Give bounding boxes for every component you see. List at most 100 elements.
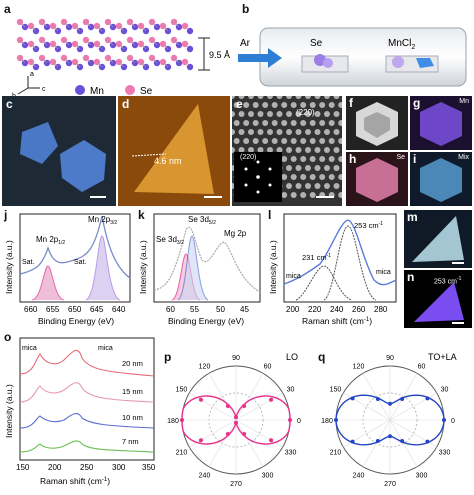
- svg-text:300: 300: [112, 463, 126, 472]
- lattice-spot: [281, 192, 288, 198]
- mn-map-label: Mn: [459, 98, 469, 105]
- o-series-7nm: [19, 440, 155, 453]
- polar-data-point: [425, 439, 430, 444]
- mica-label-l1: mica: [286, 273, 301, 280]
- polar-data-point: [288, 418, 292, 422]
- mn-2p12-label: Mn 2p1/2: [36, 235, 65, 246]
- panel-label-g: g: [413, 96, 421, 110]
- polar-angle-label: 240: [353, 473, 365, 480]
- lattice-spot: [233, 120, 240, 126]
- lattice-spot: [295, 183, 302, 189]
- xps-se-chart: Se 3d3/2 Se 3d5/2 Mg 2p 60 55 50 45 Bind…: [138, 213, 261, 326]
- height-label: 4.6 nm: [154, 156, 182, 166]
- lattice-spot: [324, 96, 330, 99]
- lattice-spot: [319, 102, 326, 108]
- polar-data-point: [242, 432, 247, 437]
- k-data-curve: [153, 226, 261, 293]
- polar-angle-label: 120: [199, 363, 211, 370]
- lattice-spot: [290, 138, 297, 144]
- hrtem-image-e: e (220) (220): [232, 96, 342, 206]
- raman-map-n: n 253 cm-1: [404, 270, 472, 328]
- axis-a-label: a: [30, 71, 34, 78]
- panel-label-h: h: [349, 152, 357, 166]
- lattice-spot: [309, 156, 316, 162]
- lattice-spot: [271, 120, 278, 126]
- lattice-spot: [286, 183, 292, 189]
- panel-label-q: q: [318, 350, 326, 364]
- axis-c-label: c: [42, 86, 46, 93]
- optical-image-m: m: [404, 210, 472, 268]
- se-legend-label: Se: [140, 86, 153, 97]
- lattice-spot: [333, 183, 340, 189]
- lattice-spot: [300, 138, 307, 144]
- o-xlabel: Raman shift (cm-1): [40, 476, 110, 486]
- o-series-20nm: [19, 349, 155, 377]
- raman-map-label: 253 cm-1: [434, 276, 462, 286]
- mn-atom: [186, 45, 194, 53]
- panel-label-k: k: [138, 208, 145, 222]
- svg-text:655: 655: [46, 305, 60, 314]
- polar-data-point: [388, 401, 392, 406]
- panel-label-o: o: [4, 330, 12, 344]
- se-3d32-label: Se 3d3/2: [156, 235, 184, 246]
- polar-angle-label: 60: [264, 363, 272, 370]
- polar-angle-label: 330: [439, 450, 451, 457]
- lattice-spot: [324, 165, 330, 171]
- lattice-spot: [290, 156, 297, 162]
- polar-angle-label: 60: [418, 363, 426, 370]
- lattice-spot: [338, 102, 342, 108]
- lattice-spot: [305, 147, 311, 153]
- lattice-spot: [257, 96, 264, 99]
- lattice-spot: [333, 147, 340, 153]
- eds-map-mix-i: i Mix: [410, 152, 472, 206]
- lattice-spot: [243, 102, 250, 108]
- polar-angle-label: 330: [285, 450, 297, 457]
- svg-text:200: 200: [286, 305, 300, 314]
- mn-atom: [186, 27, 194, 35]
- lattice-spot: [267, 96, 273, 99]
- fft-spot: [256, 160, 260, 164]
- lattice-spot: [233, 138, 240, 144]
- thickness-7nm: 7 nm: [122, 437, 139, 446]
- polar-data-point: [234, 415, 238, 420]
- thickness-20nm: 20 nm: [122, 359, 143, 368]
- polar-data-point: [388, 434, 392, 439]
- p-mode-label: LO: [286, 352, 298, 362]
- polar-angle-label: 210: [330, 450, 342, 457]
- polar-angle-label: 0: [451, 418, 455, 425]
- lattice-spot: [248, 147, 254, 153]
- lattice-spot: [286, 129, 292, 135]
- panel-label-f: f: [349, 96, 353, 110]
- k-ylabel: Intensity (a.u.): [138, 240, 148, 294]
- lattice-spot: [267, 129, 273, 135]
- mica-label-l2: mica: [376, 269, 391, 276]
- haadf-image-f: f: [346, 96, 408, 150]
- afm-image-d: d 4.6 nm: [118, 96, 230, 206]
- lattice-spot: [281, 120, 288, 126]
- raman-chart-l: 253 cm-1 231 cm-1 mica mica 200 220 240 …: [268, 213, 397, 326]
- lattice-spot: [281, 174, 288, 180]
- l-xlabel: Raman shift (cm-1): [302, 316, 372, 326]
- eds-map-se-h: h Se: [346, 152, 408, 206]
- lattice-spot: [324, 183, 330, 189]
- polar-data-point: [225, 403, 230, 408]
- lattice-spot: [295, 111, 302, 117]
- lattice-spot: [286, 96, 292, 99]
- lattice-spot: [252, 102, 259, 108]
- lattice-spot: [276, 96, 283, 99]
- polar-data-point: [269, 397, 274, 402]
- lattice-spot: [305, 129, 311, 135]
- k-xlabel: Binding Energy (eV): [168, 316, 244, 326]
- peak-253-label: 253 cm-1: [354, 221, 383, 230]
- polar-angle-label: 270: [230, 481, 242, 488]
- lattice-spot: [319, 138, 326, 144]
- lattice-spot: [238, 147, 245, 153]
- fft-center: [256, 175, 260, 179]
- scale-bar: [204, 196, 222, 198]
- lattice-spot: [333, 111, 340, 117]
- lattice-spot: [286, 165, 292, 171]
- lattice-spot: [271, 102, 278, 108]
- lattice-spot: [338, 192, 342, 198]
- j-fit-peak-2: [85, 235, 121, 301]
- thickness-10nm: 10 nm: [122, 413, 143, 422]
